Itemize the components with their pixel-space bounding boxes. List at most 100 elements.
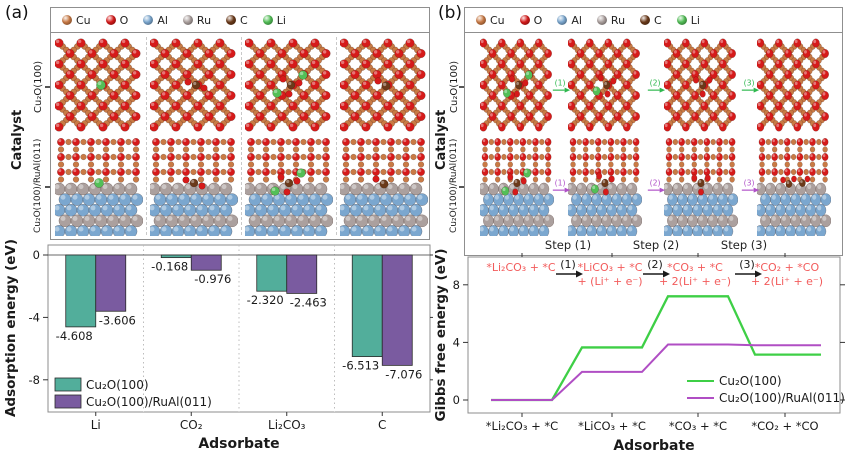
reaction-step-arrow: (1) [551,78,571,99]
reaction-step-arrow: (3) [740,178,760,199]
chart-text: + 2(Li⁺ + e⁻) [659,275,731,288]
chart-text: -0.168 [151,260,188,274]
structure-b-bottom-2 [568,136,642,236]
chart-text: -3.606 [99,313,136,327]
chart-text: Adsorption energy (eV) [3,240,19,417]
row-tick [459,186,464,188]
chart-text: + 2(Li⁺ + e⁻) [751,275,823,288]
atom-dot-icon [519,15,530,25]
atom-legend-item-al: Al [143,14,168,27]
atom-legend-item-li: Li [262,13,286,27]
chart-text: (1) [555,79,566,88]
chart-text: *Li₂CO₃ + *C [486,261,556,274]
atom-legend-item-li: Li [676,14,700,27]
chart-text: Adsorbate [198,436,279,452]
atom-legend-item-o: O [105,13,129,27]
chart-text: Cu₂O(100) [719,374,782,388]
step-label: Step (1) [544,238,592,252]
structure-a-bottom-1 [54,136,143,236]
step-arrow-icon: (2) [647,79,666,93]
bar-Cu₂O(100)-Li [65,254,97,328]
atom-dot-icon [226,15,237,25]
chart-text: + (Li⁺ + e⁻) [577,275,642,288]
atom-dot-icon [143,15,154,25]
structure-image-top-view [54,38,141,132]
column-divider [146,37,147,235]
atom-dot-icon [262,15,273,25]
bar-Cu₂O(100)/RuAl(011)-Li [95,254,127,312]
atom-legend: Cu O Al Ru C Li [51,8,429,33]
structure-b-top-4 [757,38,831,132]
structure-a-bottom-4 [339,136,428,236]
chart-text: CO₂ [180,418,203,432]
chart-text: -7.076 [385,367,422,381]
atom-dot-icon [640,15,651,25]
atom-legend-item-cu: Cu [476,14,505,27]
panel-b-label: (b) [438,3,463,23]
bar-Cu₂O(100)-C [351,254,383,358]
chart-text: (1) [555,179,566,188]
step-arrow-icon: (1) [552,79,571,93]
structure-image-top-view [664,38,736,132]
chart-text: -4.608 [56,329,93,343]
structure-image-side-view [480,138,554,236]
bar-Cu₂O(100)-Li₂CO₃ [256,254,288,292]
atom-legend-label: Cu [76,13,91,27]
chart-text: (2) [650,79,661,88]
structure-b-top-3 [664,38,738,132]
structure-a-top-3 [244,38,333,132]
structure-b-top-1 [480,38,554,132]
chart-text: Cu₂O(100)/RuAl(011) [719,391,845,405]
chart-text: (2) [647,258,663,271]
structure-grid-b: (1) (1) (2) (2) (3) (3) Step (1) Step (2) Step (… [465,33,842,255]
bar-Cu₂O(100)/RuAl(011)-C [381,254,413,366]
structure-image-top-view [757,38,829,132]
row-tick [459,86,464,88]
atom-dot-icon [676,15,687,25]
atom-legend-item-ru: Ru [182,13,212,27]
chart-text: -4 [29,310,40,324]
structure-image-side-view [757,138,831,236]
reaction-step-arrow: (1) [551,178,571,199]
structure-panel-b: Cu O Al Ru C Li (1) (1) (2) (2) (3) (3) Step (1) Ste… [464,7,843,256]
structure-image-side-view [664,138,738,236]
chart-text: *LiCO₃ + *C [578,419,646,433]
reaction-step-arrow: (2) [646,178,666,199]
structure-b-bottom-4 [757,136,831,236]
structure-image-top-view [339,38,426,132]
atom-legend-item-al: Al [557,14,582,27]
atom-dot-icon [62,15,72,25]
atom-dot-icon [476,15,486,25]
chart-text: *CO₃ + *C [667,261,723,274]
atom-legend-item-cu: Cu [62,14,91,27]
structure-b-bottom-1 [480,136,554,236]
atom-legend-label: Ru [196,13,212,27]
chart-text: 4 [453,335,460,349]
structure-image-top-view [480,38,552,132]
atom-legend-label: Li [276,13,286,27]
chart-text: Adsorbate [613,438,694,454]
chart-text: -2.463 [290,295,327,309]
chart-text: 8 [453,278,460,292]
structure-image-side-view [339,138,428,236]
gibbs-free-energy-chart: 0 4 8 *Li₂CO₃ + *C *LiCO₃ + *C *CO₃ + *C *CO₂ … [433,248,845,454]
chart-text: Li [91,418,101,432]
atom-legend-item-c: C [640,14,662,27]
bar-Cu₂O(100)-CO₂ [160,254,192,259]
panel-a-label: (a) [5,3,29,23]
step-arrow-icon: (2) [647,179,666,193]
atom-legend-label: O [119,13,129,27]
row-label-cu2o100: Cu₂O(100) [33,60,44,114]
chart-text: (3) [744,179,755,188]
chart-text: -0.976 [194,272,231,286]
bar-Cu₂O(100)/RuAl(011)-CO₂ [190,254,222,271]
column-divider [241,37,242,235]
atom-legend-item-ru: Ru [596,14,625,27]
structure-image-side-view [244,138,333,236]
chart-text: Li₂CO₃ [268,418,306,432]
structure-a-top-4 [339,38,428,132]
atom-legend-label: Al [157,13,168,27]
structure-image-side-view [568,138,642,236]
row-label-cu2o-rual011: Cu₂O(100)/RuAl(011) [449,138,459,234]
adsorption-energy-bar-chart: 0 -4 -8 Li -4.608 -3.606 CO₂ -0.168 -0.976 Li₂CO₃… [3,240,433,452]
